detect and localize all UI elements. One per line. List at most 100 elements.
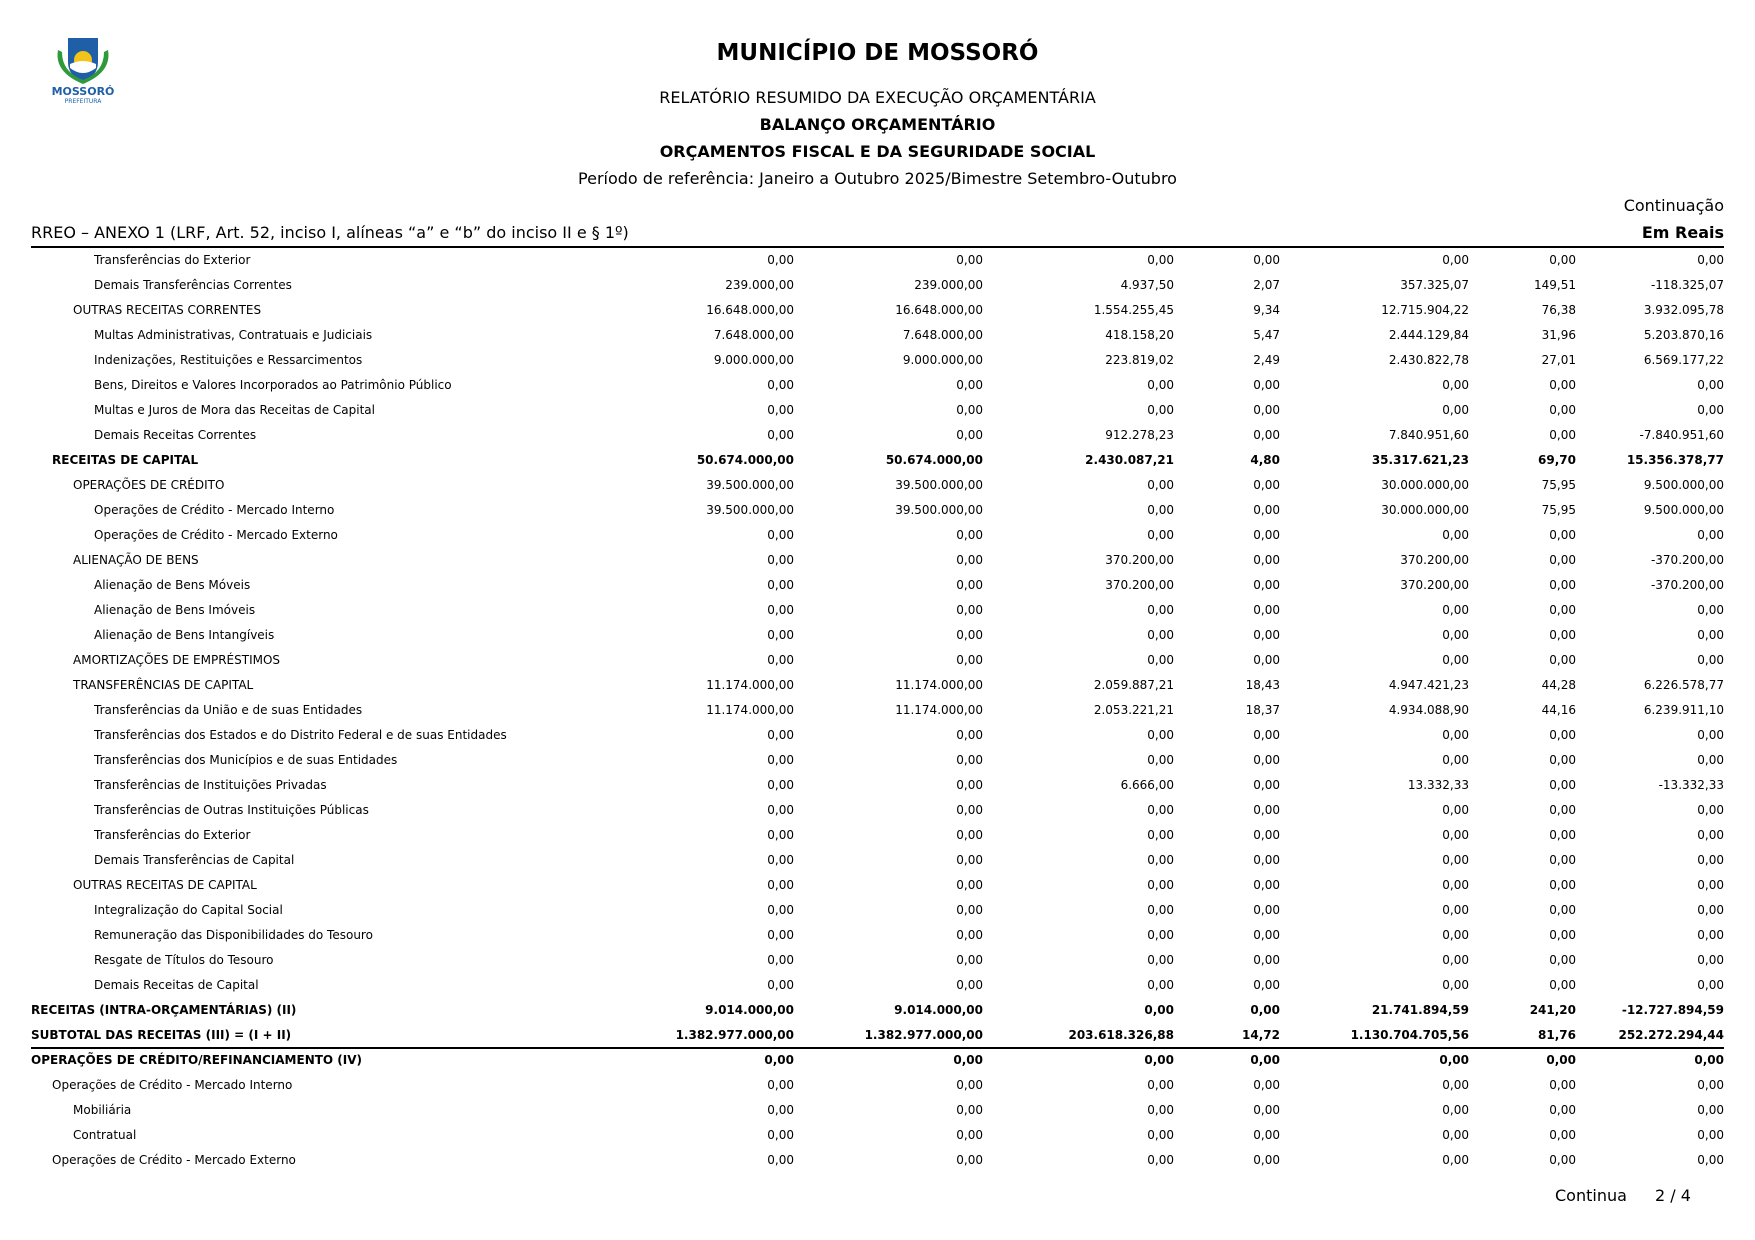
row-value: 0,00 xyxy=(1253,253,1280,267)
row-value: 0,00 xyxy=(1253,728,1280,742)
row-value: 0,00 xyxy=(1253,603,1280,617)
row-value: 0,00 xyxy=(767,403,794,417)
row-value: 0,00 xyxy=(1253,778,1280,792)
row-value: 11.174.000,00 xyxy=(706,678,794,692)
row-value: 0,00 xyxy=(767,878,794,892)
row-value: 11.174.000,00 xyxy=(895,678,983,692)
row-value: 0,00 xyxy=(1253,403,1280,417)
table-row: OPERAÇÕES DE CRÉDITO/REFINANCIAMENTO (IV… xyxy=(0,1048,1755,1073)
row-value: 39.500.000,00 xyxy=(706,478,794,492)
row-value: 0,00 xyxy=(1253,903,1280,917)
row-value: 0,00 xyxy=(956,578,983,592)
row-value: 0,00 xyxy=(1253,1078,1280,1092)
row-value: 0,00 xyxy=(767,728,794,742)
row-value: 0,00 xyxy=(1697,1153,1724,1167)
table-row: Contratual 0,00 0,00 0,00 0,00 0,00 0,00 0,00 xyxy=(0,1123,1755,1148)
row-label: OPERAÇÕES DE CRÉDITO xyxy=(73,478,225,492)
row-value: 0,00 xyxy=(767,603,794,617)
row-value: 69,70 xyxy=(1538,453,1576,467)
row-value: 0,00 xyxy=(1697,978,1724,992)
row-value: 0,00 xyxy=(767,778,794,792)
row-value: 0,00 xyxy=(1147,803,1174,817)
row-value: 0,00 xyxy=(1442,753,1469,767)
continues-label: Continua xyxy=(1555,1186,1627,1205)
table-row: Demais Receitas Correntes 0,00 0,00 912.278… xyxy=(0,423,1755,448)
row-value: 0,00 xyxy=(1697,903,1724,917)
row-value: 0,00 xyxy=(767,753,794,767)
row-value: 0,00 xyxy=(1147,953,1174,967)
row-value: -13.332,33 xyxy=(1658,778,1724,792)
table-row: Remuneração das Disponibilidades do Teso… xyxy=(0,923,1755,948)
row-value: 0,00 xyxy=(1442,253,1469,267)
row-value: 0,00 xyxy=(1549,978,1576,992)
row-value: 0,00 xyxy=(956,878,983,892)
row-value: 0,00 xyxy=(1253,478,1280,492)
row-value: 0,00 xyxy=(1549,828,1576,842)
row-value: -118.325,07 xyxy=(1650,278,1724,292)
row-value: 0,00 xyxy=(1253,1128,1280,1142)
table-row: SUBTOTAL DAS RECEITAS (III) = (I + II) 1.… xyxy=(0,1023,1755,1048)
row-value: 203.618.326,88 xyxy=(1068,1028,1174,1042)
row-value: 0,00 xyxy=(1697,878,1724,892)
row-value: 0,00 xyxy=(956,653,983,667)
row-value: 0,00 xyxy=(1549,653,1576,667)
row-value: 0,00 xyxy=(1253,628,1280,642)
row-value: 0,00 xyxy=(1147,478,1174,492)
row-value: 0,00 xyxy=(764,1053,794,1067)
row-value: 0,00 xyxy=(1250,1003,1280,1017)
row-value: 0,00 xyxy=(1549,253,1576,267)
table-row: Demais Transferências Correntes 239.000,0… xyxy=(0,273,1755,298)
table-row: Multas e Juros de Mora das Receitas de C… xyxy=(0,398,1755,423)
row-value: 223.819,02 xyxy=(1105,353,1174,367)
table-row: OUTRAS RECEITAS CORRENTES 16.648.000,00 16… xyxy=(0,298,1755,323)
row-label: OUTRAS RECEITAS DE CAPITAL xyxy=(73,878,257,892)
row-label: Remuneração das Disponibilidades do Teso… xyxy=(94,928,373,942)
row-value: 0,00 xyxy=(1147,253,1174,267)
row-value: 0,00 xyxy=(1697,953,1724,967)
row-value: 0,00 xyxy=(767,378,794,392)
row-label: Operações de Crédito - Mercado Externo xyxy=(52,1153,296,1167)
row-value: 241,20 xyxy=(1529,1003,1576,1017)
row-value: 370.200,00 xyxy=(1105,553,1174,567)
table-row: Demais Transferências de Capital 0,00 0,00… xyxy=(0,848,1755,873)
row-value: 0,00 xyxy=(956,978,983,992)
row-value: 0,00 xyxy=(1549,553,1576,567)
row-value: 16.648.000,00 xyxy=(895,303,983,317)
row-value: 14,72 xyxy=(1242,1028,1280,1042)
row-value: 0,00 xyxy=(1147,728,1174,742)
row-value: 9.500.000,00 xyxy=(1643,503,1724,517)
row-value: 0,00 xyxy=(956,778,983,792)
row-value: 0,00 xyxy=(767,1153,794,1167)
unit-label: Em Reais xyxy=(1641,223,1724,242)
row-value: 418.158,20 xyxy=(1105,328,1174,342)
row-value: 9.500.000,00 xyxy=(1643,478,1724,492)
page-title: MUNICÍPIO DE MOSSORÓ xyxy=(716,40,1039,66)
row-label: Transferências do Exterior xyxy=(94,253,251,267)
row-value: 0,00 xyxy=(1147,978,1174,992)
row-value: 0,00 xyxy=(956,953,983,967)
table-row: TRANSFERÊNCIAS DE CAPITAL 11.174.000,00 11… xyxy=(0,673,1755,698)
row-label: Indenizações, Restituições e Ressarcimen… xyxy=(94,353,363,367)
row-value: 0,00 xyxy=(956,1103,983,1117)
row-value: 0,00 xyxy=(1549,403,1576,417)
row-value: 75,95 xyxy=(1541,503,1576,517)
row-label: Mobiliária xyxy=(73,1103,132,1117)
row-value: 0,00 xyxy=(1147,1103,1174,1117)
row-value: 0,00 xyxy=(1697,1103,1724,1117)
row-value: 0,00 xyxy=(956,828,983,842)
row-value: 0,00 xyxy=(1253,578,1280,592)
row-value: 370.200,00 xyxy=(1105,578,1174,592)
table-row: Operações de Crédito - Mercado Interno 39… xyxy=(0,498,1755,523)
row-value: 0,00 xyxy=(1442,928,1469,942)
row-value: 6.226.578,77 xyxy=(1643,678,1724,692)
row-value: 0,00 xyxy=(1147,853,1174,867)
row-value: 0,00 xyxy=(1253,553,1280,567)
row-value: 0,00 xyxy=(1253,428,1280,442)
row-value: 3.932.095,78 xyxy=(1643,303,1724,317)
row-value: 0,00 xyxy=(956,1153,983,1167)
row-value: 0,00 xyxy=(1253,503,1280,517)
row-value: 0,00 xyxy=(1147,603,1174,617)
row-value: 0,00 xyxy=(1442,628,1469,642)
row-value: 27,01 xyxy=(1541,353,1576,367)
row-label: ALIENAÇÃO DE BENS xyxy=(73,553,199,567)
